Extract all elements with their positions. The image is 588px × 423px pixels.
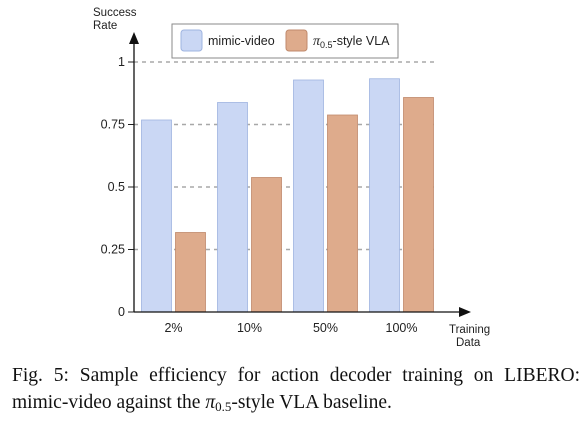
- y-axis-ticks: 0 0.25 0.5 0.75 1: [101, 55, 134, 319]
- y-tick-label: 0: [118, 305, 125, 319]
- x-tick-label: 50%: [313, 321, 338, 335]
- x-axis-arrow: [459, 307, 471, 317]
- bar-vla: [327, 114, 358, 313]
- caption-pi-subscript: 0.5: [215, 399, 232, 414]
- bar-mimic-video: [369, 78, 400, 313]
- bar-mimic-video: [217, 102, 248, 313]
- legend-swatch-vla: [285, 29, 308, 52]
- y-tick-label: 0.25: [101, 243, 125, 257]
- bar-mimic-video: [293, 79, 324, 313]
- x-tick-label: 2%: [164, 321, 182, 335]
- legend-label-vla: π0.5-style VLA: [313, 34, 390, 50]
- y-tick-label: 0.5: [108, 180, 125, 194]
- x-axis-label-line1: Training: [449, 324, 490, 336]
- x-tick-label: 100%: [386, 321, 418, 335]
- caption-text: Sample efficiency for action decoder tra…: [12, 365, 581, 413]
- y-axis-arrow: [129, 32, 139, 44]
- bar-vla: [403, 97, 434, 313]
- bar-mimic-video: [141, 119, 172, 313]
- caption-pi: π: [205, 392, 216, 413]
- y-tick-label: 0.75: [101, 118, 125, 132]
- y-axis-label-line2: Rate: [93, 20, 117, 32]
- figure-caption: Fig. 5: Sample efficiency for action dec…: [12, 362, 580, 420]
- x-tick-label: 10%: [237, 321, 262, 335]
- legend-swatch-mimic-video: [180, 29, 203, 52]
- y-tick-label: 1: [118, 55, 125, 69]
- bar-vla: [175, 232, 206, 313]
- legend-label-mimic-video: mimic-video: [208, 34, 275, 48]
- bar-chart: 00.250.50.751 2% 10% 50% 100% Success Rate …: [93, 7, 490, 349]
- x-axis-label-line2: Data: [456, 337, 481, 349]
- bar-vla: [251, 177, 282, 313]
- caption-label: Fig. 5:: [12, 365, 69, 386]
- bars: [141, 78, 434, 313]
- y-axis-label-line1: Success: [93, 7, 137, 19]
- x-axis-ticks: 2% 10% 50% 100%: [164, 321, 417, 335]
- legend: mimic-video π0.5-style VLA: [171, 23, 399, 59]
- legend-box: [171, 23, 399, 59]
- caption-text-end: -style VLA baseline.: [231, 392, 392, 413]
- axes: [129, 32, 471, 317]
